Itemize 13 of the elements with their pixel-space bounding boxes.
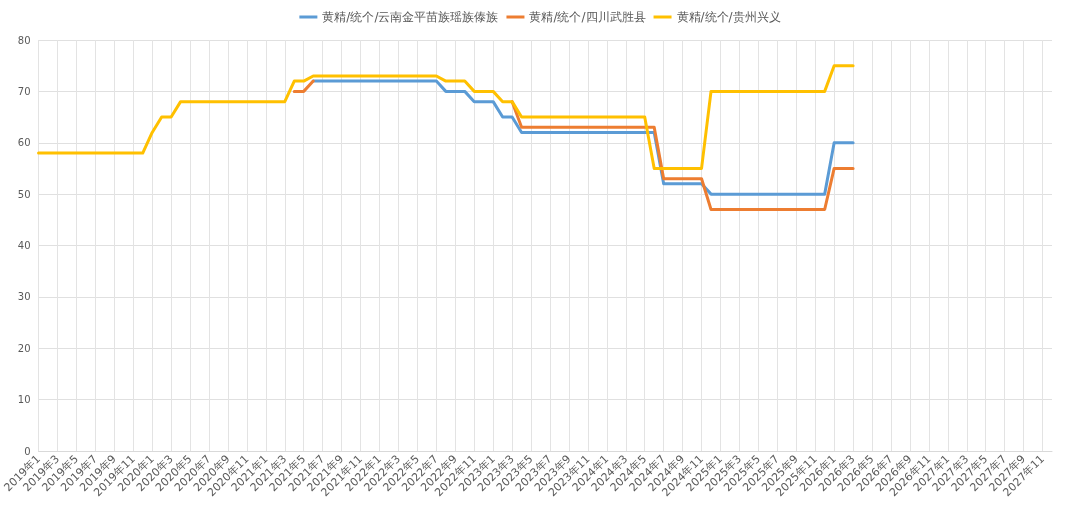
y-tick-label: 50 [17,188,31,200]
legend-label: 黄精/统个/四川武胜县 [529,10,646,24]
y-tick-label: 0 [24,445,31,457]
y-tick-label: 80 [17,34,31,46]
y-tick-label: 10 [17,394,31,406]
y-tick-label: 30 [17,291,31,303]
y-tick-label: 20 [17,342,31,354]
y-tick-label: 70 [17,85,31,97]
y-tick-label: 40 [17,240,31,251]
y-tick-label: 60 [17,137,31,149]
line-series [37,64,855,170]
legend-label: 黄精/统个/云南金平苗族瑶族傣族 [322,10,499,24]
legend-label: 黄精/统个/贵州兴义 [676,10,781,24]
